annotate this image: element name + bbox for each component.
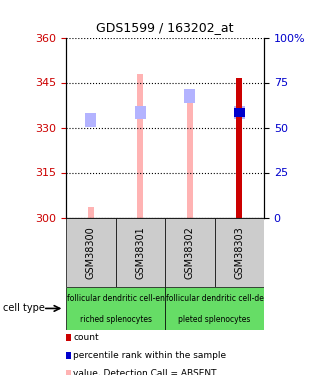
Text: percentile rank within the sample: percentile rank within the sample: [73, 351, 226, 360]
Text: GSM38302: GSM38302: [185, 226, 195, 279]
Bar: [187, 96, 193, 218]
Text: pleted splenocytes: pleted splenocytes: [178, 315, 251, 324]
Text: follicular dendritic cell-de: follicular dendritic cell-de: [166, 294, 263, 303]
Bar: [165, 287, 264, 330]
Text: value, Detection Call = ABSENT: value, Detection Call = ABSENT: [73, 369, 216, 375]
Text: GSM38300: GSM38300: [86, 226, 96, 279]
Text: riched splenocytes: riched splenocytes: [80, 315, 151, 324]
Text: count: count: [73, 333, 99, 342]
Bar: [234, 106, 245, 119]
Bar: [66, 287, 165, 330]
Bar: [137, 74, 143, 217]
Bar: [88, 207, 94, 218]
Bar: [214, 217, 264, 287]
Text: follicular dendritic cell-en: follicular dendritic cell-en: [67, 294, 164, 303]
Bar: [236, 78, 242, 218]
Bar: [236, 78, 242, 218]
Text: GSM38301: GSM38301: [135, 226, 145, 279]
Bar: [85, 113, 96, 127]
Bar: [66, 217, 115, 287]
Bar: [115, 217, 165, 287]
Text: GSM38303: GSM38303: [234, 226, 244, 279]
Bar: [234, 108, 245, 117]
Bar: [165, 217, 214, 287]
Text: cell type: cell type: [3, 303, 45, 313]
Bar: [184, 89, 195, 103]
Bar: [135, 106, 146, 119]
Text: GDS1599 / 163202_at: GDS1599 / 163202_at: [96, 21, 234, 34]
